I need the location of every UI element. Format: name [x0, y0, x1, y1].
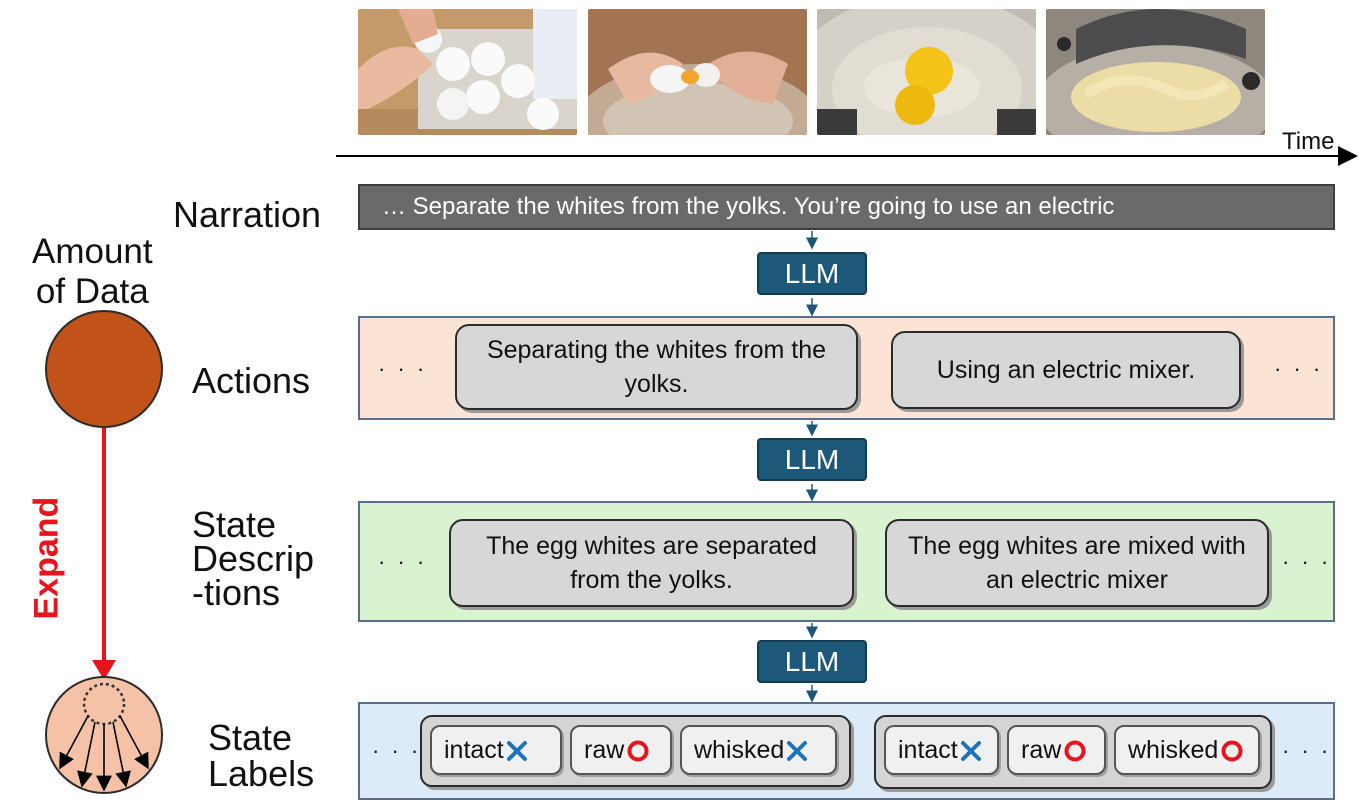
state-label-chip: intact [430, 725, 562, 775]
time-axis-label: Time [1282, 128, 1335, 155]
state-label-group-1: intact raw whisked [420, 715, 851, 787]
states-ellipsis-left: · · · [378, 549, 428, 574]
state-label-chip: whisked [1114, 725, 1260, 775]
circle-mark-icon [1064, 740, 1086, 762]
row-label-state-descriptions: State Descrip -tions [192, 504, 315, 613]
actions-ellipsis-left: · · · [378, 356, 428, 381]
expand-label: Expand [27, 496, 66, 620]
action-card-2: Using an electric mixer. [891, 331, 1241, 409]
cross-mark-icon [960, 741, 981, 762]
state-label-text: intact [898, 736, 958, 764]
state-label-chip: intact [884, 725, 999, 775]
expand-arrow-head [92, 660, 116, 680]
llm-box-1: LLM [757, 252, 867, 295]
actions-panel: · · · Separating the whites from the yol… [358, 316, 1335, 420]
state-desc-label-line-2: Descrip [192, 538, 315, 579]
state-labels-label-line-2: Labels [208, 753, 315, 794]
amount-of-data-label: Amount of Data [32, 232, 153, 312]
action-card-1-text: Separating the whites from the yolks. [486, 336, 827, 398]
cross-mark-icon [506, 741, 527, 762]
state-description-card-2: The egg whites are mixed with an electri… [885, 519, 1269, 607]
actions-ellipsis-right: · · · [1274, 356, 1324, 381]
llm-box-3: LLM [757, 640, 867, 683]
photo-electric-mixer [1046, 9, 1265, 135]
state-description-card-1: The egg whites are separated from the yo… [449, 519, 854, 607]
narration-bar: … Separate the whites from the yolks. Yo… [358, 184, 1335, 230]
expanded-spread-arrows [59, 715, 149, 792]
photo-cracking-egg [588, 9, 807, 135]
state-label-chip: whisked [680, 725, 837, 775]
state-label-text: whisked [694, 736, 785, 764]
state-label-group-2: intact raw whisked [874, 715, 1272, 789]
state-labels-label-line-1: State [208, 717, 293, 758]
state-labels-panel: · · · intact raw whisked intact raw whis… [358, 702, 1335, 800]
state-label-text: raw [584, 736, 625, 764]
action-card-1: Separating the whites from the yolks. [455, 324, 858, 410]
photo-egg-yolks-bowl [817, 9, 1036, 135]
state-desc-label-line-1: State [192, 504, 277, 545]
amount-label-line-1: Amount [32, 232, 153, 271]
row-label-actions: Actions [192, 360, 311, 401]
state-desc-label-line-3: -tions [192, 572, 281, 613]
llm-box-2: LLM [757, 438, 867, 481]
cross-mark-icon [787, 741, 808, 762]
state-descriptions-panel: · · · The egg whites are separated from … [358, 501, 1335, 622]
state-label-chip: raw [570, 725, 672, 775]
row-label-state-labels: State Labels [208, 720, 314, 792]
state-label-text: intact [444, 736, 504, 764]
row-label-narration: Narration [173, 194, 322, 235]
state-label-chip: raw [1007, 725, 1106, 775]
action-card-2-text: Using an electric mixer. [936, 356, 1196, 384]
state-description-card-2-text: The egg whites are mixed with an electri… [908, 532, 1246, 594]
state-description-card-1-text: The egg whites are separated from the yo… [486, 532, 817, 594]
labels-ellipsis-left: · · · [372, 738, 422, 763]
circle-mark-icon [627, 740, 649, 762]
state-label-text: whisked [1128, 736, 1219, 764]
circle-mark-icon [1221, 740, 1243, 762]
states-ellipsis-right: · · · [1282, 549, 1332, 574]
photo-egg-carton [358, 9, 577, 135]
state-label-text: raw [1021, 736, 1062, 764]
data-amount-circle [45, 310, 163, 428]
labels-ellipsis-right: · · · [1282, 738, 1332, 763]
amount-label-line-2: of Data [35, 272, 149, 311]
